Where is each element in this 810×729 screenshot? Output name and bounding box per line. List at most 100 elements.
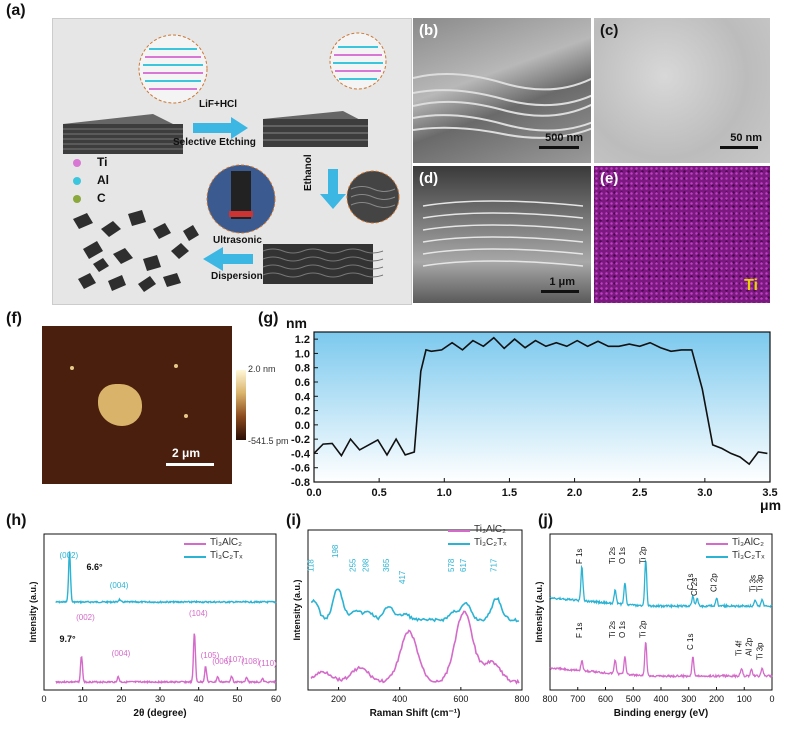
raman-peak-label: 198: [331, 544, 340, 558]
ti-atom-label: Ti: [97, 155, 108, 169]
raman-peak-label: 255: [348, 558, 357, 572]
scale-bar-b: [539, 146, 579, 149]
y-tick-label: 0.8: [295, 363, 310, 375]
x-tick-label: 700: [570, 694, 585, 704]
xps-peak-label: C 1s: [686, 634, 695, 650]
mxene-flakes: [73, 210, 199, 292]
raman-peak-label: 298: [362, 558, 371, 572]
ultrasonic-label: Ultrasonic: [213, 235, 262, 246]
zoom-circle-etched: [329, 32, 387, 90]
height-profile-chart: -0.8 -0.6 -0.4 -0.2 0.0 0.2 0.4 0.6 0.8 1.0 1.2 0.0…: [286, 315, 781, 513]
x-tick-label: 600: [453, 694, 468, 704]
accordion-stack: [262, 244, 384, 284]
x-tick-label: 2.0: [567, 487, 582, 499]
afm-scale-text: 2 μm: [172, 446, 201, 460]
xrd-peak-label: (004): [112, 649, 131, 658]
legend-h-line-2: [184, 556, 206, 558]
xrd-line-ti3alc2: [55, 633, 277, 685]
afm-dot: [174, 364, 178, 368]
eds-map-e: (e) Ti: [594, 166, 770, 303]
y-tick-label: 0.4: [295, 391, 311, 403]
ti-atom-dot: [73, 159, 81, 167]
x-tick-label: 200: [709, 694, 724, 704]
x-tick-label: 1.5: [502, 487, 517, 499]
x-tick-label: 0: [769, 694, 774, 704]
etching-label: Selective Etching: [173, 137, 256, 148]
raman-peak-label: 365: [382, 558, 391, 572]
xrd-peak-label: (105): [201, 651, 220, 660]
arrow-etching: [193, 117, 248, 139]
x-tick-label: 40: [194, 694, 204, 704]
afm-colorbar-max: 2.0 nm: [248, 364, 276, 374]
x-tick-label: 400: [392, 694, 407, 704]
x-tick-label: 400: [653, 694, 668, 704]
x-tick-label: 800: [514, 694, 529, 704]
raman-peak-label: 578: [447, 558, 456, 572]
raman-peak-label: 617: [459, 558, 468, 572]
arrow-dispersion: [203, 247, 253, 271]
legend-h-item-2: Ti₃C₂Tₓ: [210, 550, 243, 561]
eds-element-label: Ti: [744, 277, 758, 294]
xps-peak-label: Al 2p: [744, 637, 753, 656]
x-tick-label: 200: [331, 694, 346, 704]
x-tick-label: 800: [542, 694, 557, 704]
x-tick-label: 10: [78, 694, 88, 704]
xps-line-ti3alc2: [549, 641, 773, 679]
legend-h-item-1: Ti₃AlC₂: [210, 537, 243, 548]
arrow-ethanol: [320, 169, 346, 209]
plot-area: [313, 331, 771, 483]
c-atom-dot: [73, 195, 81, 203]
x-tick-label: 600: [598, 694, 613, 704]
legend-j-line-1: [706, 543, 728, 545]
ethanol-label: Ethanol: [303, 154, 314, 191]
x-axis-label: Binding energy (eV): [614, 708, 708, 719]
max-phase-stack: [63, 114, 183, 154]
xps-peak-label: O 1s: [618, 547, 627, 564]
y-tick-label: 1.2: [295, 334, 310, 346]
x-tick-label: 2.5: [632, 487, 647, 499]
legend-j-item-2: Ti₃C₂Tₓ: [732, 550, 765, 561]
xps-peak-label: Cl 2p: [710, 573, 719, 592]
x-tick-label: 30: [155, 694, 165, 704]
raman-chart: 200 400 600 800 Raman Shift (cm⁻¹) Intensity …: [292, 529, 530, 719]
legend-i-item-2: Ti₃C₂Tₓ: [474, 537, 507, 548]
afm-colorbar-min: -541.5 pm: [248, 436, 289, 446]
panel-b-label: (b): [419, 22, 439, 39]
y-tick-label: -0.6: [291, 463, 310, 475]
scale-text-d: 1 μm: [549, 276, 575, 288]
xrd-peak-label: (002): [76, 613, 95, 622]
xrd-peak-label: (108): [241, 657, 260, 666]
y-tick-label: -0.2: [291, 434, 310, 446]
scale-text-c: 50 nm: [730, 132, 762, 144]
raman-line-ti3alc2: [310, 610, 520, 685]
legend-j-line-2: [706, 556, 728, 558]
raman-peak-label: 118: [307, 559, 316, 572]
sem-image-d: (d) 1 μm: [413, 166, 591, 303]
etched-stack: [263, 111, 368, 147]
y-axis-label: Intensity (a.u.): [28, 581, 38, 642]
y-tick-label: 1.0: [295, 348, 310, 360]
xps-peak-label: Ti 3p: [755, 574, 764, 592]
schematic-drawing: [63, 32, 400, 292]
xps-peak-label: Cl 2s: [690, 578, 699, 596]
x-axis-unit: μm: [760, 497, 781, 513]
x-tick-label: 3.5: [762, 487, 777, 499]
raman-peak-label: 717: [490, 558, 499, 572]
al-atom-label: Al: [97, 173, 109, 187]
panel-g-label: (g): [258, 310, 279, 327]
x-tick-label: 0: [41, 694, 46, 704]
xps-line-ti3c2tx: [549, 558, 773, 609]
afm-colorbar: [236, 370, 246, 440]
scale-bar-c: [720, 146, 758, 149]
schematic-panel: LiF+HCl Selective Etching Ethanol Ultras…: [52, 18, 412, 305]
x-tick-label: 100: [737, 694, 752, 704]
xps-peak-label: Ti 3s: [748, 575, 757, 592]
panel-c-label: (c): [600, 22, 619, 39]
xrd-peak-label: (002): [59, 551, 78, 560]
xps-peak-label: Ti 4f: [734, 640, 743, 656]
xrd-peak-label: (004): [110, 581, 129, 590]
x-tick-label: 500: [626, 694, 641, 704]
dispersion-label: Dispersion: [211, 271, 263, 282]
reagent-label: LiF+HCl: [199, 99, 238, 110]
panel-i-label: (i): [286, 512, 302, 529]
